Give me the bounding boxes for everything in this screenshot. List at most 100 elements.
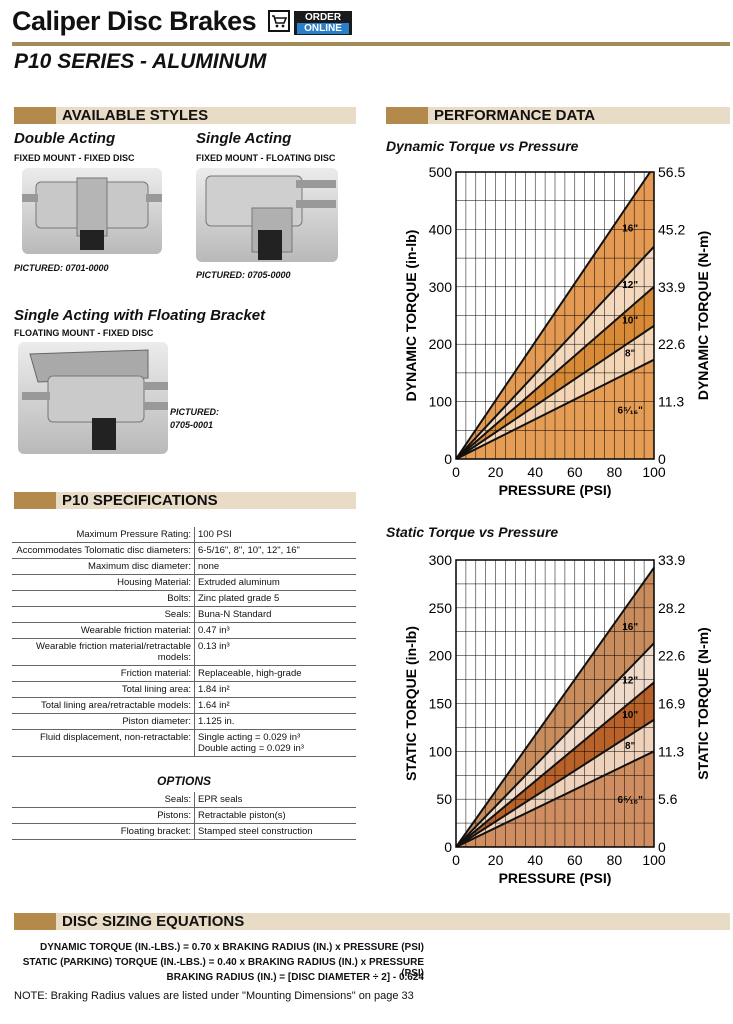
option-label: Seals: <box>12 792 195 808</box>
spec-label: Maximum Pressure Rating: <box>12 527 195 543</box>
spec-value: Extruded aluminum <box>194 574 356 591</box>
static-torque-chart: 16"12"10"8"6⁵⁄₁₆"0 20 40 60 80 10005010015020… <box>403 552 711 886</box>
performance-heading: PERFORMANCE DATA <box>386 107 730 124</box>
static-torque-equation: STATIC (PARKING) TORQUE (IN.-LBS.) = 0.4… <box>22 957 424 979</box>
cart-glyph <box>272 15 288 28</box>
spec-label: Piston diameter: <box>12 713 195 730</box>
dynamic-y-tick-label: 100 <box>429 394 453 410</box>
dynamic-y2-tick-label: 22.6 <box>658 336 685 352</box>
available-styles-heading-text: AVAILABLE STYLES <box>62 107 209 124</box>
page-title: Caliper Disc Brakes <box>12 6 257 36</box>
floating-bracket-name: Single Acting with Floating Bracket <box>14 307 266 324</box>
static-series-label: 6⁵⁄₁₆" <box>618 795 644 806</box>
dynamic-y-tick-label: 400 <box>429 221 453 237</box>
specifications-table: Maximum Pressure Rating: 100 PSI Accommoda… <box>12 527 356 757</box>
static-series-line <box>456 642 654 847</box>
shopping-cart-icon[interactable] <box>268 10 290 32</box>
spec-value: 1.125 in. <box>194 713 356 730</box>
dynamic-chart-title: Dynamic Torque vs Pressure <box>386 138 579 154</box>
dynamic-y2-axis-label: DYNAMIC TORQUE (N-m) <box>695 231 711 400</box>
dynamic-x-tick-label: 40 <box>527 464 543 480</box>
static-y-tick-label: 200 <box>429 648 453 664</box>
spec-row: Total lining area: 1.84 in² <box>12 681 356 698</box>
floating-bracket-pictured-1: PICTURED: <box>170 407 219 417</box>
spec-row: Maximum Pressure Rating: 100 PSI <box>12 527 356 543</box>
spec-label: Fluid displacement, non-retractable: <box>12 729 195 757</box>
order-line-1: ORDER <box>304 12 342 23</box>
static-y-tick-label: 150 <box>429 696 453 712</box>
dynamic-series-label: 16" <box>622 224 638 235</box>
spec-value: Single acting = 0.029 in³ Double acting =… <box>194 729 356 757</box>
order-line-2: ONLINE <box>297 23 349 34</box>
double-acting-mount: FIXED MOUNT - FIXED DISC <box>14 153 135 163</box>
static-series-label: 16" <box>622 622 638 633</box>
spec-row: Total lining area/retractable models: 1.6… <box>12 697 356 714</box>
spec-row: Wearable friction material/retractable m… <box>12 638 356 666</box>
floating-bracket-caliper-image <box>18 342 168 454</box>
static-x-tick-label: 0 <box>452 852 460 868</box>
dynamic-series-label: 6⁵⁄₁₆" <box>618 405 644 416</box>
dynamic-torque-equation: DYNAMIC TORQUE (IN.-LBS.) = 0.70 x BRAKI… <box>39 942 424 953</box>
single-acting-name: Single Acting <box>196 130 292 147</box>
single-acting-caliper-image <box>196 168 338 262</box>
spec-value: 0.13 in³ <box>194 638 356 666</box>
dynamic-y2-tick-label: 56.5 <box>658 164 685 180</box>
spec-value: 100 PSI <box>194 527 356 543</box>
static-series-label: 12" <box>622 675 638 686</box>
static-x-tick-label: 20 <box>488 852 504 868</box>
dynamic-y-tick-label: 300 <box>429 279 453 295</box>
static-y-tick-label: 0 <box>444 839 452 855</box>
static-y2-tick-label: 28.2 <box>658 600 685 616</box>
option-value: EPR seals <box>194 792 356 808</box>
dynamic-y-axis-label: DYNAMIC TORQUE (in-lb) <box>403 230 419 402</box>
single-acting-pictured: PICTURED: 0705-0000 <box>196 270 291 280</box>
option-value: Retractable piston(s) <box>194 807 356 824</box>
static-series-line <box>456 567 654 847</box>
braking-radius-note: NOTE: Braking Radius values are listed u… <box>14 990 414 1002</box>
dynamic-series-line <box>456 245 654 459</box>
braking-radius-equation: BRAKING RADIUS (IN.) = [DISC DIAMETER ÷ … <box>166 972 424 983</box>
dynamic-x-axis-label: PRESSURE (PSI) <box>499 482 612 498</box>
static-y2-tick-label: 11.3 <box>658 743 684 759</box>
spec-value: 1.84 in² <box>194 681 356 698</box>
spec-row: Fluid displacement, non-retractable: Sing… <box>12 729 356 757</box>
spec-label: Wearable friction material/retractable m… <box>12 638 195 666</box>
spec-value: 1.64 in² <box>194 697 356 714</box>
static-y-tick-label: 250 <box>429 600 453 616</box>
static-x-tick-label: 100 <box>642 852 666 868</box>
dynamic-series-label: 8" <box>625 349 636 360</box>
dynamic-x-tick-label: 60 <box>567 464 583 480</box>
floating-bracket-pictured-2: 0705-0001 <box>170 420 214 430</box>
static-x-axis-label: PRESSURE (PSI) <box>499 870 612 886</box>
available-styles-heading: AVAILABLE STYLES <box>14 107 356 124</box>
dynamic-series-line <box>456 325 654 459</box>
spec-label: Wearable friction material: <box>12 622 195 639</box>
dynamic-series-line <box>456 172 652 459</box>
static-y-axis-label: STATIC TORQUE (in-lb) <box>403 626 419 781</box>
order-online-button[interactable]: ORDER ONLINE <box>294 11 352 35</box>
static-y2-tick-label: 5.6 <box>658 791 678 807</box>
option-value: Stamped steel construction <box>194 823 356 840</box>
single-acting-mount: FIXED MOUNT - FLOATING DISC <box>196 153 336 163</box>
static-y-tick-label: 50 <box>436 791 452 807</box>
spec-label: Bolts: <box>12 590 195 607</box>
spec-label: Maximum disc diameter: <box>12 558 195 575</box>
spec-value: Zinc plated grade 5 <box>194 590 356 607</box>
spec-row: Seals: Buna-N Standard <box>12 606 356 623</box>
dynamic-y2-tick-label: 33.9 <box>658 279 685 295</box>
specifications-heading-text: P10 SPECIFICATIONS <box>62 492 218 509</box>
equations-heading: DISC SIZING EQUATIONS <box>14 913 730 930</box>
spec-value: 6-5/16", 8", 10", 12", 16" <box>194 542 356 559</box>
spec-row: Housing Material: Extruded aluminum <box>12 574 356 591</box>
static-x-tick-label: 40 <box>527 852 543 868</box>
dynamic-y-tick-label: 0 <box>444 451 452 467</box>
dynamic-series-label: 12" <box>622 280 638 291</box>
dynamic-series-line <box>456 358 654 459</box>
static-y2-tick-label: 16.9 <box>658 696 685 712</box>
spec-label: Seals: <box>12 606 195 623</box>
spec-value: none <box>194 558 356 575</box>
dynamic-y2-tick-label: 0 <box>658 451 666 467</box>
equations-heading-text: DISC SIZING EQUATIONS <box>62 913 245 930</box>
spec-value: Buna-N Standard <box>194 606 356 623</box>
static-y2-axis-label: STATIC TORQUE (N-m) <box>695 627 711 779</box>
